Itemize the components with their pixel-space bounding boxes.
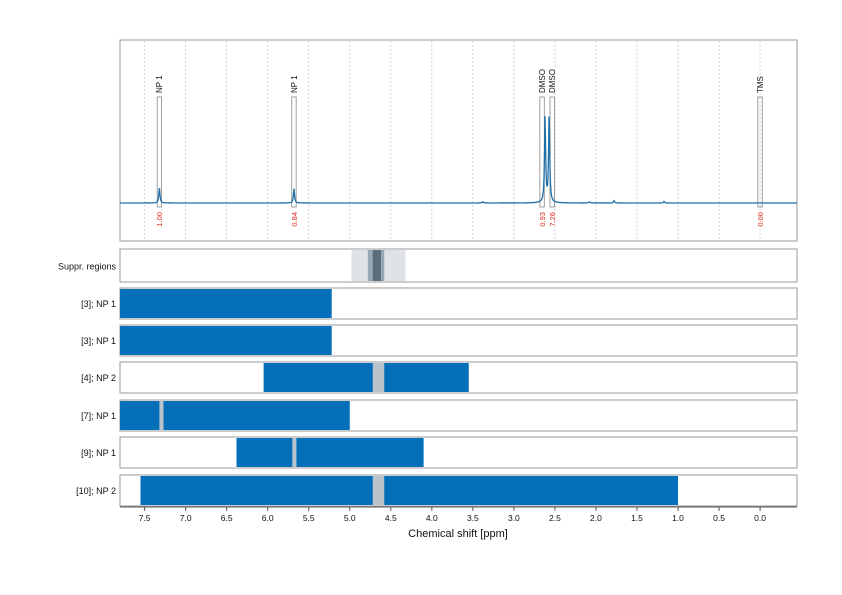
x-tick-label: 4.0 [426, 513, 438, 523]
range-gap [159, 401, 164, 430]
peak-box [757, 96, 763, 208]
x-tick-label: 3.0 [508, 513, 520, 523]
range-bar [120, 289, 332, 318]
range-bar [263, 363, 469, 392]
x-tick-label: 7.0 [180, 513, 192, 523]
peak-integrals: 1.00 0.84 0.93 7.26 0.00 [155, 212, 765, 227]
row-panel [119, 436, 798, 469]
range-row: [7]; NP 1 [81, 399, 798, 432]
range-row: [9]; NP 1 [81, 436, 798, 469]
suppressed-regions-label: Suppr. regions [58, 262, 117, 272]
x-tick-label: 5.5 [303, 513, 315, 523]
range-row: [3]; NP 1 [81, 287, 798, 320]
range-rows: [3]; NP 1 [3]; NP 1 [4]; NP 2 [7]; NP 1 [9];… [76, 287, 798, 507]
peak-integral: 0.93 [538, 212, 547, 227]
x-tick-label: 2.5 [549, 513, 561, 523]
range-bar [120, 326, 332, 355]
range-bar [120, 401, 350, 430]
row-label: [3]; NP 1 [81, 299, 116, 309]
range-row: [10]; NP 2 [76, 474, 798, 507]
x-tick-label: 2.0 [590, 513, 602, 523]
peak-integral: 0.00 [756, 212, 765, 227]
x-tick-label: 4.5 [385, 513, 397, 523]
peak-box [156, 96, 162, 208]
spectrum-panel [119, 39, 798, 242]
x-tick-label: 6.0 [262, 513, 274, 523]
row-label: [3]; NP 1 [81, 336, 116, 346]
x-tick-label: 5.0 [344, 513, 356, 523]
row-label: [10]; NP 2 [76, 486, 116, 496]
range-gap [372, 476, 385, 505]
spectrum-line [119, 116, 797, 204]
x-tick-label: 1.5 [631, 513, 643, 523]
range-bar [140, 476, 679, 505]
suppressed-regions [351, 250, 406, 281]
peak-label: TMS [756, 76, 765, 93]
x-tick-label: 3.5 [467, 513, 479, 523]
x-tick-label: 7.5 [139, 513, 151, 523]
row-label: [9]; NP 1 [81, 448, 116, 458]
peak-box [291, 96, 297, 208]
peak-label: DMSO [548, 69, 557, 93]
row-label: [4]; NP 2 [81, 373, 116, 383]
suppressed-dark [372, 250, 381, 281]
range-row: [4]; NP 2 [81, 361, 798, 394]
x-tick-label: 0.5 [713, 513, 725, 523]
range-row: [3]; NP 1 [81, 324, 798, 357]
peak-label: NP 1 [290, 75, 299, 93]
peak-integral: 1.00 [155, 212, 164, 227]
x-axis-ticks: 7.5 7.0 6.5 6.0 5.5 5.0 4.5 4.0 3.5 3.0 2.5 2.0 1.5 1… [139, 507, 766, 523]
x-axis-label: Chemical shift [ppm] [408, 528, 508, 540]
suppressed-regions-panel [119, 248, 798, 283]
range-gap [292, 438, 297, 467]
peak-integral: 7.26 [548, 212, 557, 227]
x-tick-label: 0.0 [754, 513, 766, 523]
x-tick-label: 6.5 [221, 513, 233, 523]
range-bar [236, 438, 424, 467]
range-gap [372, 363, 385, 392]
peak-labels: NP 1 NP 1 DMSO DMSO TMS [155, 69, 765, 93]
peak-integral: 0.84 [290, 212, 299, 227]
peak-label: DMSO [538, 69, 547, 93]
spectrum-gridlines [144, 41, 761, 240]
peak-label: NP 1 [155, 75, 164, 93]
x-tick-label: 1.0 [672, 513, 684, 523]
row-label: [7]; NP 1 [81, 411, 116, 421]
